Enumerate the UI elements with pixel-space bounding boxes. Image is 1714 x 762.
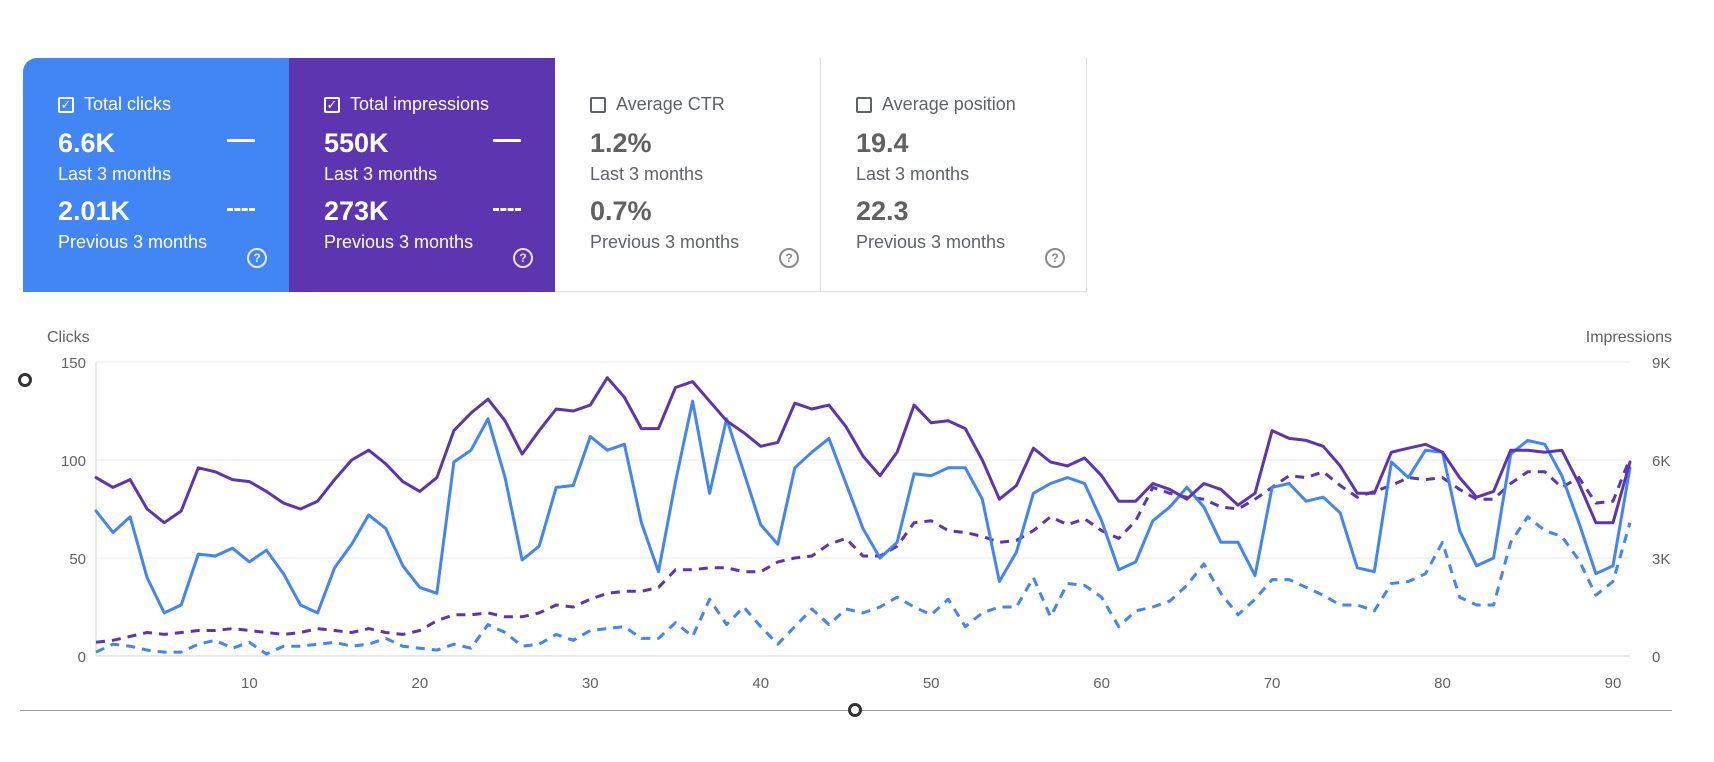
help-icon[interactable]: ? (513, 248, 533, 268)
checkbox-checked-icon[interactable]: ✓ (324, 96, 340, 113)
left-tick-label: 150 (61, 355, 86, 372)
checkbox-unchecked-icon[interactable] (590, 96, 606, 113)
card-title: Average position (882, 94, 1016, 114)
x-tick-label: 30 (582, 675, 599, 692)
x-tick-label: 70 (1264, 675, 1281, 692)
series-line-impressions-current (94, 376, 1632, 525)
x-tick-label: 40 (752, 675, 769, 692)
total-impressions-card[interactable]: ✓ Total impressions 550K Last 3 months 2… (289, 58, 555, 292)
x-tick-label: 90 (1605, 675, 1622, 692)
left-axis-label: Clicks (47, 329, 90, 346)
series (94, 376, 1632, 656)
solid-line-legend-icon (493, 139, 521, 142)
resize-handle[interactable] (848, 703, 862, 717)
card-header[interactable]: ✓ Total impressions (324, 94, 489, 115)
checkbox-unchecked-icon[interactable] (856, 96, 872, 113)
axes: Clicks Impressions 0 0 50 3K 100 6K 150 9K 10 20 3… (47, 329, 1672, 692)
x-tick-label: 50 (923, 675, 940, 692)
right-tick-label: 0 (1652, 649, 1660, 666)
series-line-impressions-previous (95, 457, 1632, 644)
resize-handle[interactable] (18, 373, 32, 387)
card-header[interactable]: Average position (856, 94, 1016, 115)
previous-value: 273K (324, 196, 389, 226)
card-title: Total clicks (84, 94, 172, 114)
right-tick-label: 9K (1652, 355, 1670, 372)
current-label: Last 3 months (856, 164, 970, 184)
average-position-card[interactable]: Average position 19.4 Last 3 months 22.3… (821, 58, 1087, 292)
help-icon[interactable]: ? (247, 248, 267, 268)
right-tick-label: 6K (1652, 453, 1670, 470)
current-value: 550K (324, 128, 389, 158)
x-tick-label: 10 (241, 675, 258, 692)
card-header[interactable]: Average CTR (590, 94, 725, 115)
left-tick-label: 50 (69, 551, 86, 568)
card-title: Total impressions (350, 94, 490, 114)
average-ctr-card[interactable]: Average CTR 1.2% Last 3 months 0.7% Prev… (555, 58, 821, 292)
solid-line-legend-icon (227, 139, 255, 142)
previous-label: Previous 3 months (856, 232, 1006, 252)
current-label: Last 3 months (58, 164, 172, 184)
help-icon[interactable]: ? (779, 248, 799, 268)
dashed-line-legend-icon (493, 208, 521, 211)
card-title: Average CTR (616, 94, 725, 114)
current-value: 6.6K (58, 128, 116, 158)
previous-label: Previous 3 months (58, 232, 208, 252)
x-tick-label: 80 (1434, 675, 1451, 692)
current-label: Last 3 months (590, 164, 704, 184)
previous-value: 0.7% (590, 196, 652, 226)
current-value: 19.4 (856, 128, 909, 158)
current-label: Last 3 months (324, 164, 438, 184)
previous-label: Previous 3 months (590, 232, 740, 252)
series-line-clicks-current (94, 399, 1632, 615)
previous-value: 22.3 (856, 196, 909, 226)
previous-value: 2.01K (58, 196, 131, 226)
previous-label: Previous 3 months (324, 232, 474, 252)
right-axis-label: Impressions (1586, 329, 1672, 346)
card-header[interactable]: ✓ Total clicks (58, 94, 171, 115)
series-line-clicks-previous (95, 515, 1632, 656)
left-tick-label: 100 (61, 453, 86, 470)
dashed-line-legend-icon (227, 208, 255, 211)
checkbox-checked-icon[interactable]: ✓ (58, 96, 74, 113)
x-tick-label: 60 (1093, 675, 1110, 692)
help-icon[interactable]: ? (1045, 248, 1065, 268)
right-tick-label: 3K (1652, 551, 1670, 568)
metric-cards: ✓ Total clicks 6.6K Last 3 months 2.01K … (23, 58, 1087, 292)
total-clicks-card[interactable]: ✓ Total clicks 6.6K Last 3 months 2.01K … (23, 58, 289, 292)
x-tick-label: 20 (412, 675, 429, 692)
current-value: 1.2% (590, 128, 652, 158)
left-tick-label: 0 (78, 649, 86, 666)
